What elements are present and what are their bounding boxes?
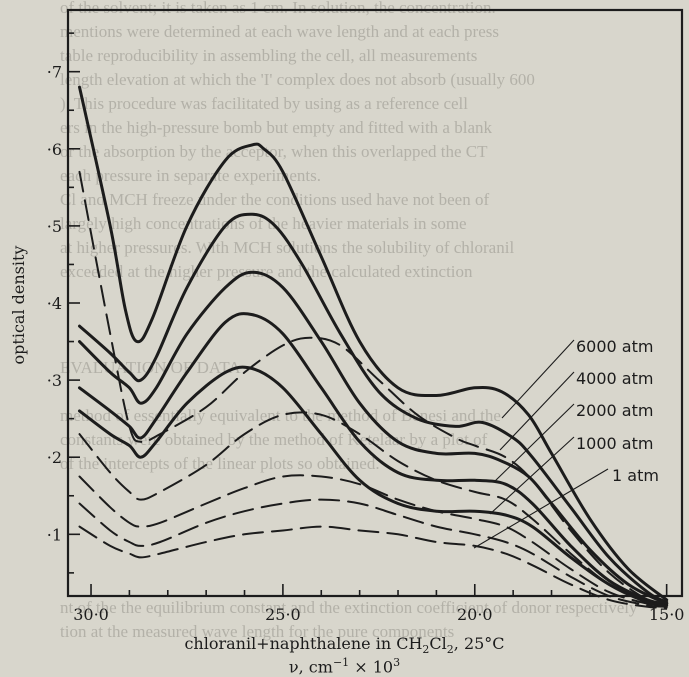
series-line-solid-2 (78, 212, 669, 604)
caption-sub-a: 2 (422, 643, 430, 657)
ghost-text-line: at higher pressures. With MCH solutions … (60, 238, 515, 257)
xlabel-sup-b: 3 (393, 656, 401, 669)
ghost-text-line: nt of the the equilibrium constant and t… (60, 598, 638, 617)
ghost-text-line: method of essentially equivalent to the … (60, 406, 501, 425)
y-tick-label: ·4 (47, 294, 62, 313)
series-line-dashed-8 (78, 474, 668, 607)
legend-leader-line (473, 468, 609, 549)
series-line-solid-5 (78, 365, 669, 607)
ghost-text-line: largely high concentrations of the heavi… (60, 214, 467, 233)
legend-label: 2000 atm (576, 401, 653, 420)
series-line-dashed-6 (78, 170, 668, 607)
x-tick-label: 15·0 (649, 605, 685, 624)
ghost-text-line: table reproducibility in assembling the … (60, 46, 478, 65)
plot-frame (66, 8, 684, 598)
ghost-text-line: ers in the high-pressure bomb but empty … (60, 118, 492, 137)
legend-leader-line (489, 436, 575, 515)
series-line-dashed-9 (78, 498, 668, 608)
series-line-solid-3 (78, 270, 669, 606)
legend-label: 4000 atm (576, 369, 653, 388)
ghost-text-line: of the solvent; it is taken as 1 cm. In … (60, 0, 496, 17)
chart-caption-line1: chloranil+naphthalene in CH2Cl2, 25°C (0, 634, 689, 656)
caption-sub-b: 2 (446, 643, 454, 657)
caption-text-b: Cl (429, 634, 447, 653)
x-tick-label: 20·0 (457, 605, 493, 624)
chart-series (78, 85, 669, 609)
ghost-text-line: each pressure in separate experiments. (60, 166, 322, 185)
legend-leader-line (493, 403, 575, 483)
ghost-text-line: or the absorption by the acceptor, when … (60, 142, 488, 161)
x-tick-label: 30·0 (73, 605, 109, 624)
series-line-dashed-7 (78, 411, 668, 607)
series-line-dashed-10 (78, 525, 668, 609)
legend-leader-line (499, 371, 575, 451)
chart-legend: 6000 atm 4000 atm 2000 atm 1000 atm 1 atm (473, 337, 659, 549)
x-axis-label: ν, cm−1 × 103 (0, 656, 689, 676)
series-line-solid-4 (78, 312, 669, 606)
chart-axes: 30·0 25·0 20·0 15·0 ·1 ·2 ·3 ·4 ·5 ·6 ·7 (47, 8, 685, 624)
series-line-solid-1 (78, 85, 669, 602)
y-tick-label: ·5 (47, 217, 62, 236)
ghost-text-line: Cl and MCH freeze under the conditions u… (60, 190, 490, 209)
ghost-text-line: ). This procedure was facilitated by usi… (60, 94, 468, 113)
y-tick-label: ·1 (47, 525, 62, 544)
xlabel-text-a: ν, cm (288, 657, 333, 677)
xlabel-text-b: × 10 (349, 657, 394, 677)
y-tick-label: ·7 (47, 63, 62, 82)
caption-text-a: chloranil+naphthalene in CH (184, 634, 423, 653)
ghost-text-line: exceeded at the higher pressure and the … (60, 262, 473, 281)
y-tick-label: ·3 (47, 371, 62, 390)
legend-label: 1 atm (612, 466, 659, 485)
xlabel-sup-a: −1 (332, 656, 350, 669)
ghost-text-line: of the intercepts of the linear plots so… (60, 454, 380, 473)
legend-label: 6000 atm (576, 337, 653, 356)
caption-text-c: , 25°C (453, 634, 505, 653)
y-axis-label: optical density (9, 246, 28, 365)
ghost-text-line: mentions were determined at each wave le… (60, 22, 499, 41)
legend-leader-line (501, 339, 575, 419)
y-tick-label: ·2 (47, 448, 62, 467)
legend-label: 1000 atm (576, 434, 653, 453)
y-tick-label: ·6 (47, 140, 62, 159)
ghost-text-line: constants were obtained by the method of… (60, 430, 488, 449)
x-tick-label: 25·0 (265, 605, 301, 624)
ghost-text-line: length elevation at which the 'I' comple… (60, 70, 535, 89)
ghost-text-line: tion at the measured wave length for the… (60, 622, 455, 641)
